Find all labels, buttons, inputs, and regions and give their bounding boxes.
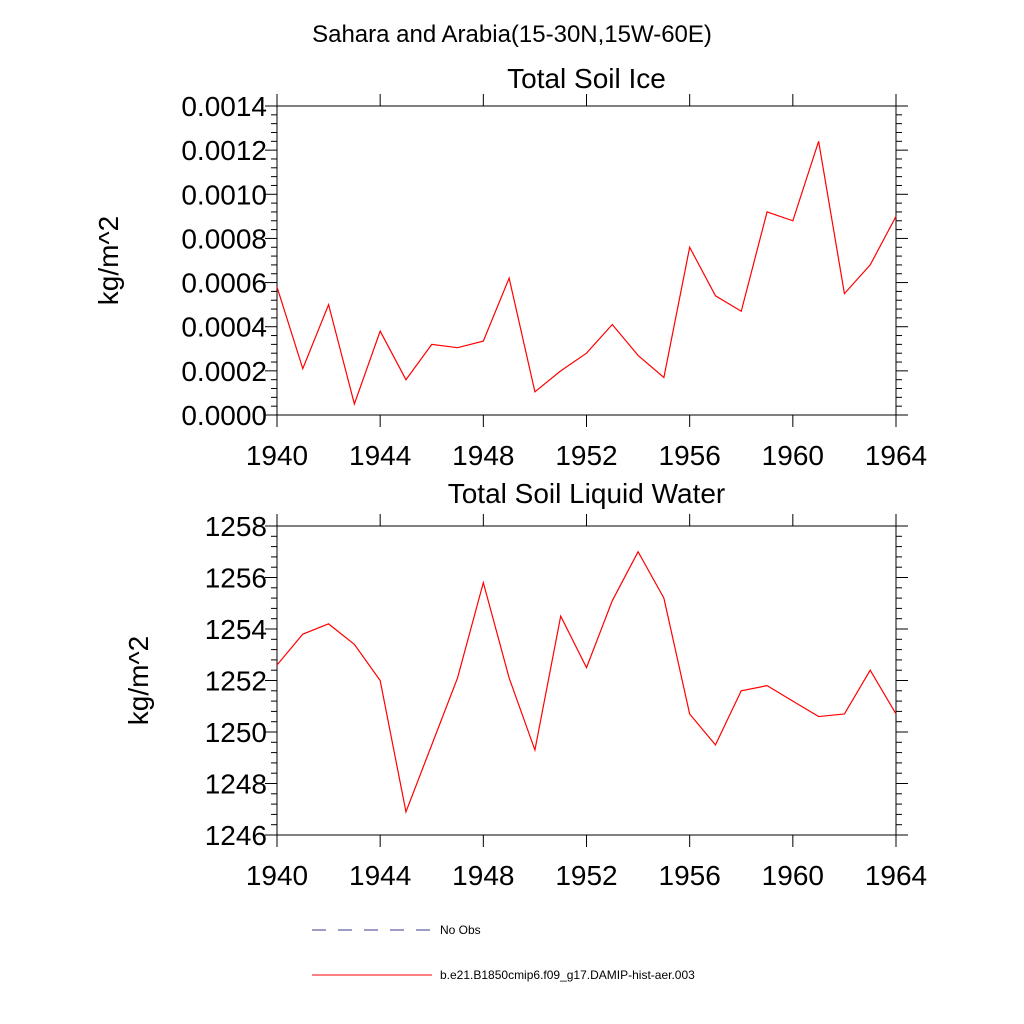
y-tick-label: 1246 [205,820,267,851]
figure-title: Sahara and Arabia(15-30N,15W-60E) [312,21,712,48]
y-tick-label: 1250 [205,717,267,748]
x-tick-label: 1944 [349,860,411,891]
y-tick-label: 1248 [205,769,267,800]
x-tick-label: 1956 [659,440,721,471]
x-tick-label: 1952 [555,860,617,891]
y-axis-label: kg/m^2 [123,636,154,725]
x-tick-label: 1956 [659,860,721,891]
y-tick-label: 0.0006 [181,268,267,299]
plot-frame [276,105,897,416]
series-line [276,141,897,407]
panel-title: Total Soil Liquid Water [448,478,726,509]
panel-title: Total Soil Ice [507,63,666,94]
y-tick-label: 0.0000 [181,400,267,431]
y-tick-label: 0.0012 [181,135,267,166]
y-tick-label: 0.0004 [181,312,267,343]
x-tick-label: 1960 [762,860,824,891]
x-tick-label: 1940 [246,860,308,891]
panel-total-soil-ice: Total Soil Ice kg/m^2 1940 1944 1948 1952 1956… [93,63,927,471]
x-tick-label: 1944 [349,440,411,471]
legend-model-label: b.e21.B1850cmip6.f09_g17.DAMIP-hist-aer.… [440,968,695,982]
y-tick-label: 1258 [205,511,267,542]
x-tick-label: 1940 [246,440,308,471]
x-tick-label: 1952 [555,440,617,471]
y-tick-label: 1254 [205,614,267,645]
y-tick-label: 0.0014 [181,91,267,122]
y-tick-label: 0.0002 [181,356,267,387]
x-tick-label: 1948 [452,860,514,891]
plot-frame [276,525,897,836]
legend: No Obs b.e21.B1850cmip6.f09_g17.DAMIP-hi… [312,923,695,982]
y-tick-label: 1256 [205,563,267,594]
y-axis-label: kg/m^2 [93,216,124,305]
y-tick-label: 0.0008 [181,223,267,254]
x-tick-label: 1960 [762,440,824,471]
x-tick-label: 1948 [452,440,514,471]
legend-obs-label: No Obs [440,923,481,937]
panel-total-soil-liquid-water: Total Soil Liquid Water kg/m^2 1940 1944 194… [123,478,927,891]
x-tick-label: 1964 [865,440,927,471]
y-tick-label: 0.0010 [181,179,267,210]
x-tick-label: 1964 [865,860,927,891]
series-line [276,550,897,814]
y-tick-label: 1252 [205,666,267,697]
